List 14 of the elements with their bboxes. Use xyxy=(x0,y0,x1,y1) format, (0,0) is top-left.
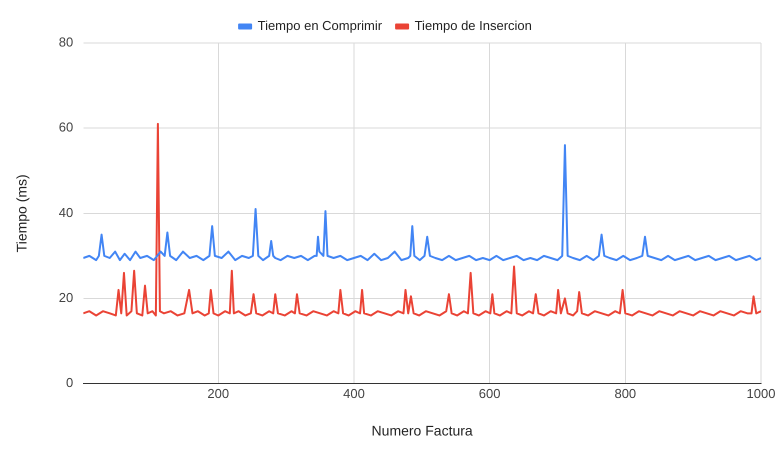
y-axis-title: Tiempo (ms) xyxy=(13,174,30,252)
y-tick-label: 0 xyxy=(66,375,74,390)
x-tick-label: 1000 xyxy=(746,386,776,401)
x-tick-label: 800 xyxy=(614,386,636,401)
x-tick-label: 200 xyxy=(207,386,230,401)
y-tick-label: 60 xyxy=(58,120,74,135)
legend-label: Tiempo de Insercion xyxy=(414,18,532,34)
y-tick-label: 80 xyxy=(58,34,74,50)
y-tick-label: 20 xyxy=(58,290,74,306)
y-tick-label: 40 xyxy=(58,204,74,220)
x-axis-title: Numero Factura xyxy=(372,422,473,438)
x-tick-label: 400 xyxy=(343,386,365,401)
legend-label: Tiempo en Comprimir xyxy=(258,18,383,34)
x-tick-label: 600 xyxy=(478,386,500,401)
